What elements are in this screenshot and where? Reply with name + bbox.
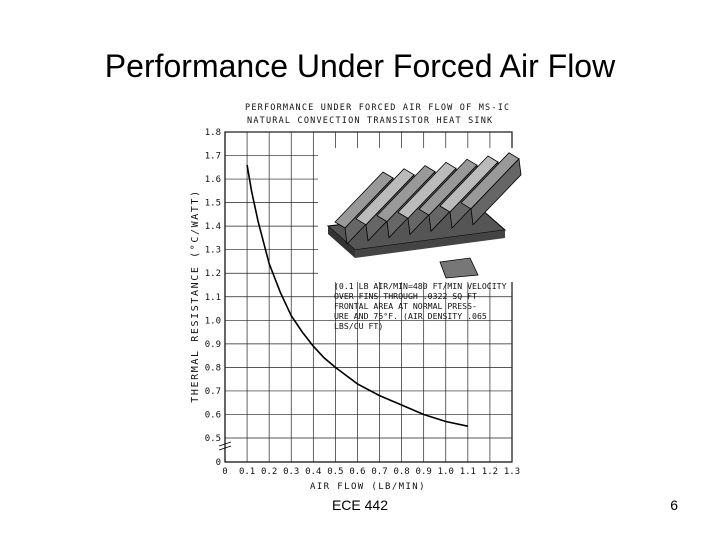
flow-annotation: (0.1 LB AIR/MIN=480 FT/MIN VELOCITY OVER… xyxy=(334,281,507,331)
x-tick-label: 0.3 xyxy=(283,467,299,477)
thermal-resistance-curve xyxy=(246,164,468,427)
annotation-line-2: OVER FINS THROUGH .0322 SQ FT xyxy=(334,291,477,301)
annotation-line-4: URE AND 75°F. (AIR DENSITY .065 xyxy=(334,311,487,321)
x-tick-label: 0.2 xyxy=(261,467,277,477)
x-tick-label: 0.8 xyxy=(393,467,409,477)
annotation-line-5: LBS/CU FT) xyxy=(334,321,383,331)
y-axis-label: THERMAL RESISTANCE (°C/WATT) xyxy=(190,189,201,402)
heat-sink-illustration xyxy=(318,148,522,282)
y-tick-label: 1.5 xyxy=(205,199,221,209)
x-axis-ticks: 0 0.1 0.2 0.3 0.4 0.5 0.6 0.7 0.8 0.9 1.0 1.1 1.2 1.3 xyxy=(222,467,520,477)
x-tick-label: 1.0 xyxy=(438,467,454,477)
chart-title-line-1: PERFORMANCE UNDER FORCED AIR FLOW OF MS-… xyxy=(245,103,510,113)
y-tick-label: 1.0 xyxy=(205,316,221,326)
y-tick-label: 0.5 xyxy=(205,434,221,444)
x-tick-label: 1.3 xyxy=(504,467,520,477)
y-axis-ticks: 0 0.5 0.6 0.7 0.8 0.9 1.0 1.1 1.2 1.3 1.4 1.5 1.6 1.7… xyxy=(205,128,221,468)
y-tick-label: 1.7 xyxy=(205,152,221,162)
y-tick-label: 1.8 xyxy=(205,128,221,138)
x-tick-label: 0.1 xyxy=(239,467,255,477)
x-tick-label: 0.9 xyxy=(416,467,432,477)
axis-break-mark xyxy=(218,441,232,451)
slide-title: Performance Under Forced Air Flow xyxy=(104,48,616,84)
x-tick-label: 0.4 xyxy=(305,467,321,477)
x-axis-label: AIR FLOW (LB/MIN) xyxy=(310,482,426,492)
annotation-line-1: (0.1 LB AIR/MIN=480 FT/MIN VELOCITY xyxy=(334,281,507,291)
y-tick-label: 1.2 xyxy=(205,269,221,279)
y-tick-label: 1.6 xyxy=(205,175,221,185)
x-tick-label: 0.7 xyxy=(371,467,387,477)
y-tick-label: 0.7 xyxy=(205,387,221,397)
y-tick-label: 1.4 xyxy=(205,222,221,232)
x-tick-label: 0.5 xyxy=(327,467,343,477)
y-tick-label: 0.9 xyxy=(205,340,221,350)
x-tick-label: 0.6 xyxy=(349,467,365,477)
y-tick-label: 0 xyxy=(216,458,221,468)
x-tick-label: 0 xyxy=(222,467,227,477)
page-number: 6 xyxy=(670,497,678,513)
footer-course: ECE 442 xyxy=(331,497,389,513)
y-tick-label: 1.3 xyxy=(205,246,221,256)
y-tick-label: 0.8 xyxy=(205,363,221,373)
heat-sink-fin-side xyxy=(470,157,522,226)
chart-title-line-2: NATURAL CONVECTION TRANSISTOR HEAT SINK xyxy=(247,116,493,126)
x-tick-label: 1.2 xyxy=(482,467,498,477)
annotation-line-3: FRONTAL AREA AT NORMAL PRESS- xyxy=(334,301,477,311)
y-tick-label: 0.6 xyxy=(205,410,221,420)
x-tick-label: 1.1 xyxy=(460,467,476,477)
y-tick-label: 1.1 xyxy=(205,293,221,303)
